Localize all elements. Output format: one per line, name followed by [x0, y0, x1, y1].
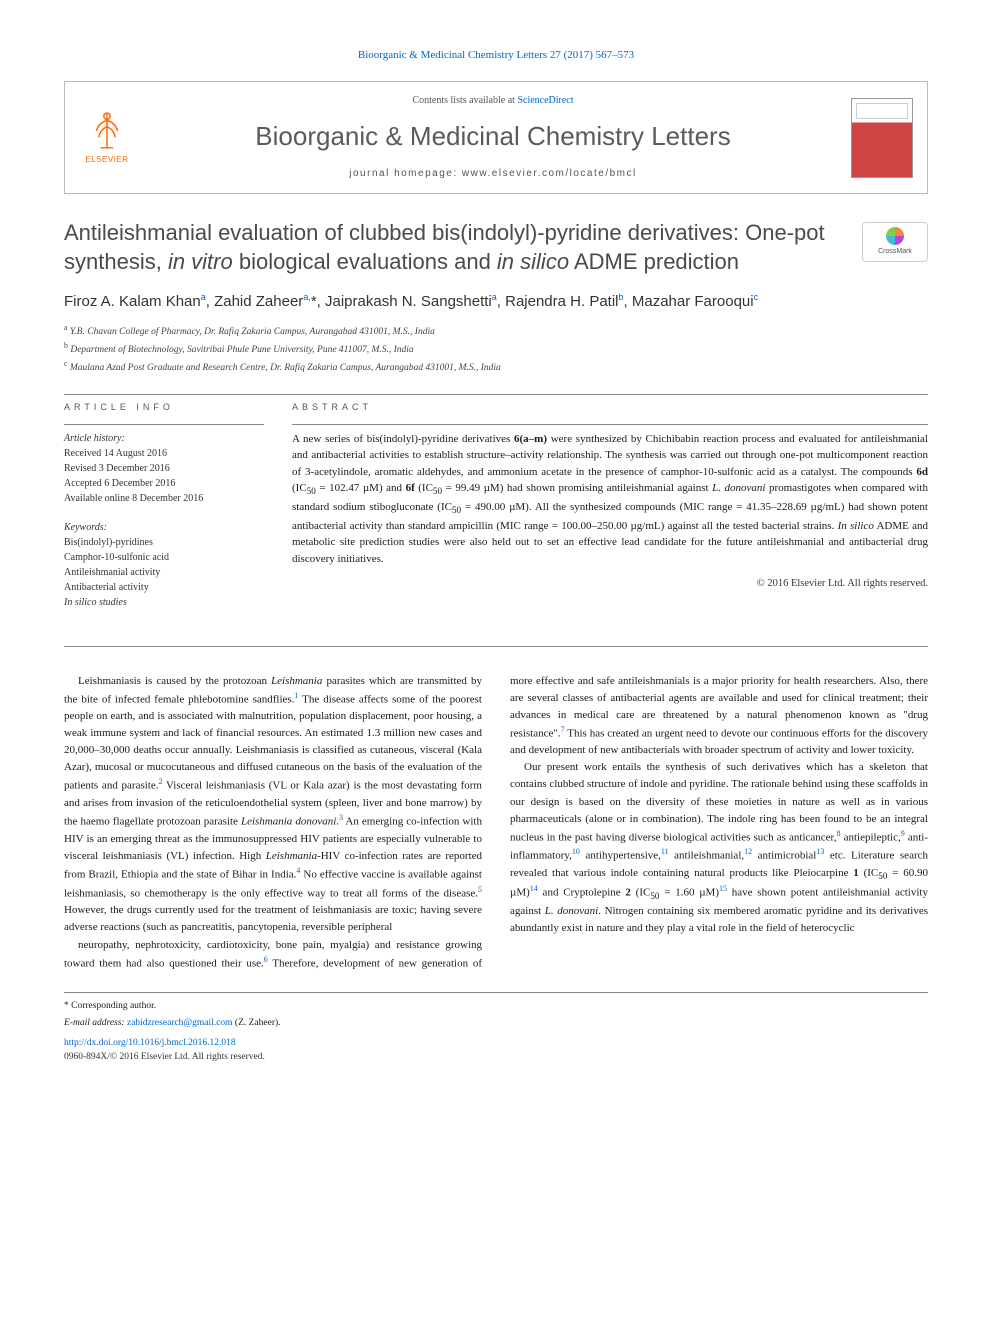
doi-link[interactable]: http://dx.doi.org/10.1016/j.bmcl.2016.12… — [64, 1038, 236, 1048]
elsevier-logo[interactable]: ELSEVIER — [79, 106, 135, 170]
crossmark-icon — [886, 227, 904, 245]
history-accepted: Accepted 6 December 2016 — [64, 476, 264, 491]
journal-name: Bioorganic & Medicinal Chemistry Letters — [151, 118, 835, 154]
journal-homepage-url[interactable]: www.elsevier.com/locate/bmcl — [462, 168, 637, 179]
article-history: Article history: Received 14 August 2016… — [64, 431, 264, 506]
keyword-3: Antileishmanial activity — [64, 565, 264, 580]
journal-cover-thumbnail[interactable] — [851, 98, 913, 178]
affiliations: a Y.B. Chavan College of Pharmacy, Dr. R… — [64, 322, 928, 376]
affiliation-b: Department of Biotechnology, Savitribai … — [70, 345, 413, 355]
history-revised: Revised 3 December 2016 — [64, 461, 264, 476]
abstract-text: A new series of bis(indolyl)-pyridine de… — [292, 431, 928, 568]
journal-masthead: ELSEVIER Contents lists available at Sci… — [64, 81, 928, 193]
contents-available-line: Contents lists available at ScienceDirec… — [151, 94, 835, 108]
email-link[interactable]: zahidzresearch@gmail.com — [127, 1018, 233, 1028]
keyword-5: In silico studies — [64, 595, 264, 610]
keyword-2: Camphor-10-sulfonic acid — [64, 550, 264, 565]
keyword-4: Antibacterial activity — [64, 580, 264, 595]
article-title: Antileishmanial evaluation of clubbed bi… — [64, 218, 848, 277]
elsevier-wordmark: ELSEVIER — [85, 154, 128, 165]
keyword-1: Bis(indolyl)-pyridines — [64, 535, 264, 550]
abstract-heading: abstract — [292, 401, 928, 414]
keywords-block: Keywords: Bis(indolyl)-pyridines Camphor… — [64, 520, 264, 610]
article-body: Leishmaniasis is caused by the protozoan… — [64, 673, 928, 973]
section-rule-top — [64, 394, 928, 395]
article-info-heading: article info — [64, 401, 264, 414]
issn-copyright: 0960-894X/© 2016 Elsevier Ltd. All right… — [64, 1050, 928, 1064]
body-para-1: Leishmaniasis is caused by the protozoan… — [64, 673, 482, 937]
abstract-rule — [292, 424, 928, 425]
corresponding-author-note: * Corresponding author. — [64, 999, 928, 1013]
section-rule-bottom — [64, 646, 928, 647]
history-online: Available online 8 December 2016 — [64, 491, 264, 506]
body-para-3: Our present work entails the synthesis o… — [510, 759, 928, 937]
info-rule — [64, 424, 264, 425]
history-received: Received 14 August 2016 — [64, 446, 264, 461]
running-header-link[interactable]: Bioorganic & Medicinal Chemistry Letters… — [358, 49, 634, 61]
affiliation-c: Maulana Azad Post Graduate and Research … — [70, 363, 501, 373]
running-header: Bioorganic & Medicinal Chemistry Letters… — [64, 48, 928, 63]
crossmark-badge[interactable]: CrossMark — [862, 222, 928, 262]
page-footer: * Corresponding author. E-mail address: … — [64, 992, 928, 1064]
sciencedirect-link[interactable]: ScienceDirect — [517, 95, 573, 106]
abstract-copyright: © 2016 Elsevier Ltd. All rights reserved… — [292, 577, 928, 592]
corresponding-email-line: E-mail address: zahidzresearch@gmail.com… — [64, 1016, 928, 1030]
affiliation-a: Y.B. Chavan College of Pharmacy, Dr. Raf… — [70, 327, 435, 337]
journal-homepage-line: journal homepage: www.elsevier.com/locat… — [151, 167, 835, 181]
elsevier-tree-icon — [86, 110, 128, 152]
authors-list: Firoz A. Kalam Khana, Zahid Zaheera,*, J… — [64, 291, 928, 312]
